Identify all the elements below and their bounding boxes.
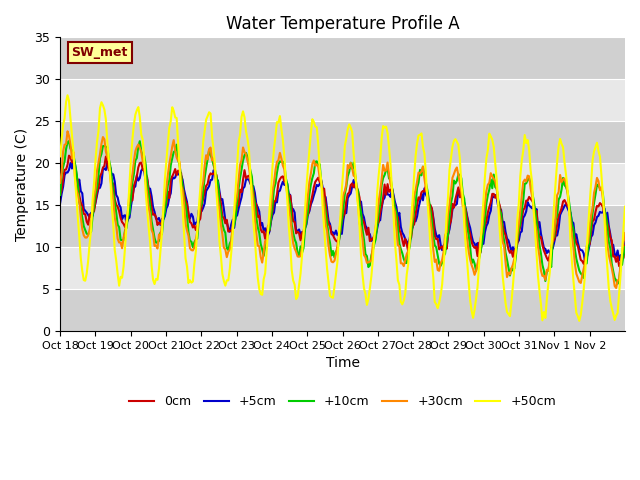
Bar — [60, 247, 625, 289]
Legend: 0cm, +5cm, +10cm, +30cm, +50cm: 0cm, +5cm, +10cm, +30cm, +50cm — [124, 390, 561, 413]
X-axis label: Time: Time — [326, 356, 360, 370]
Bar — [60, 289, 625, 331]
Bar — [60, 163, 625, 205]
Title: Water Temperature Profile A: Water Temperature Profile A — [226, 15, 460, 33]
Bar — [60, 37, 625, 79]
Bar — [60, 79, 625, 121]
Bar — [60, 121, 625, 163]
Y-axis label: Temperature (C): Temperature (C) — [15, 128, 29, 240]
Bar — [60, 205, 625, 247]
Text: SW_met: SW_met — [72, 46, 128, 59]
